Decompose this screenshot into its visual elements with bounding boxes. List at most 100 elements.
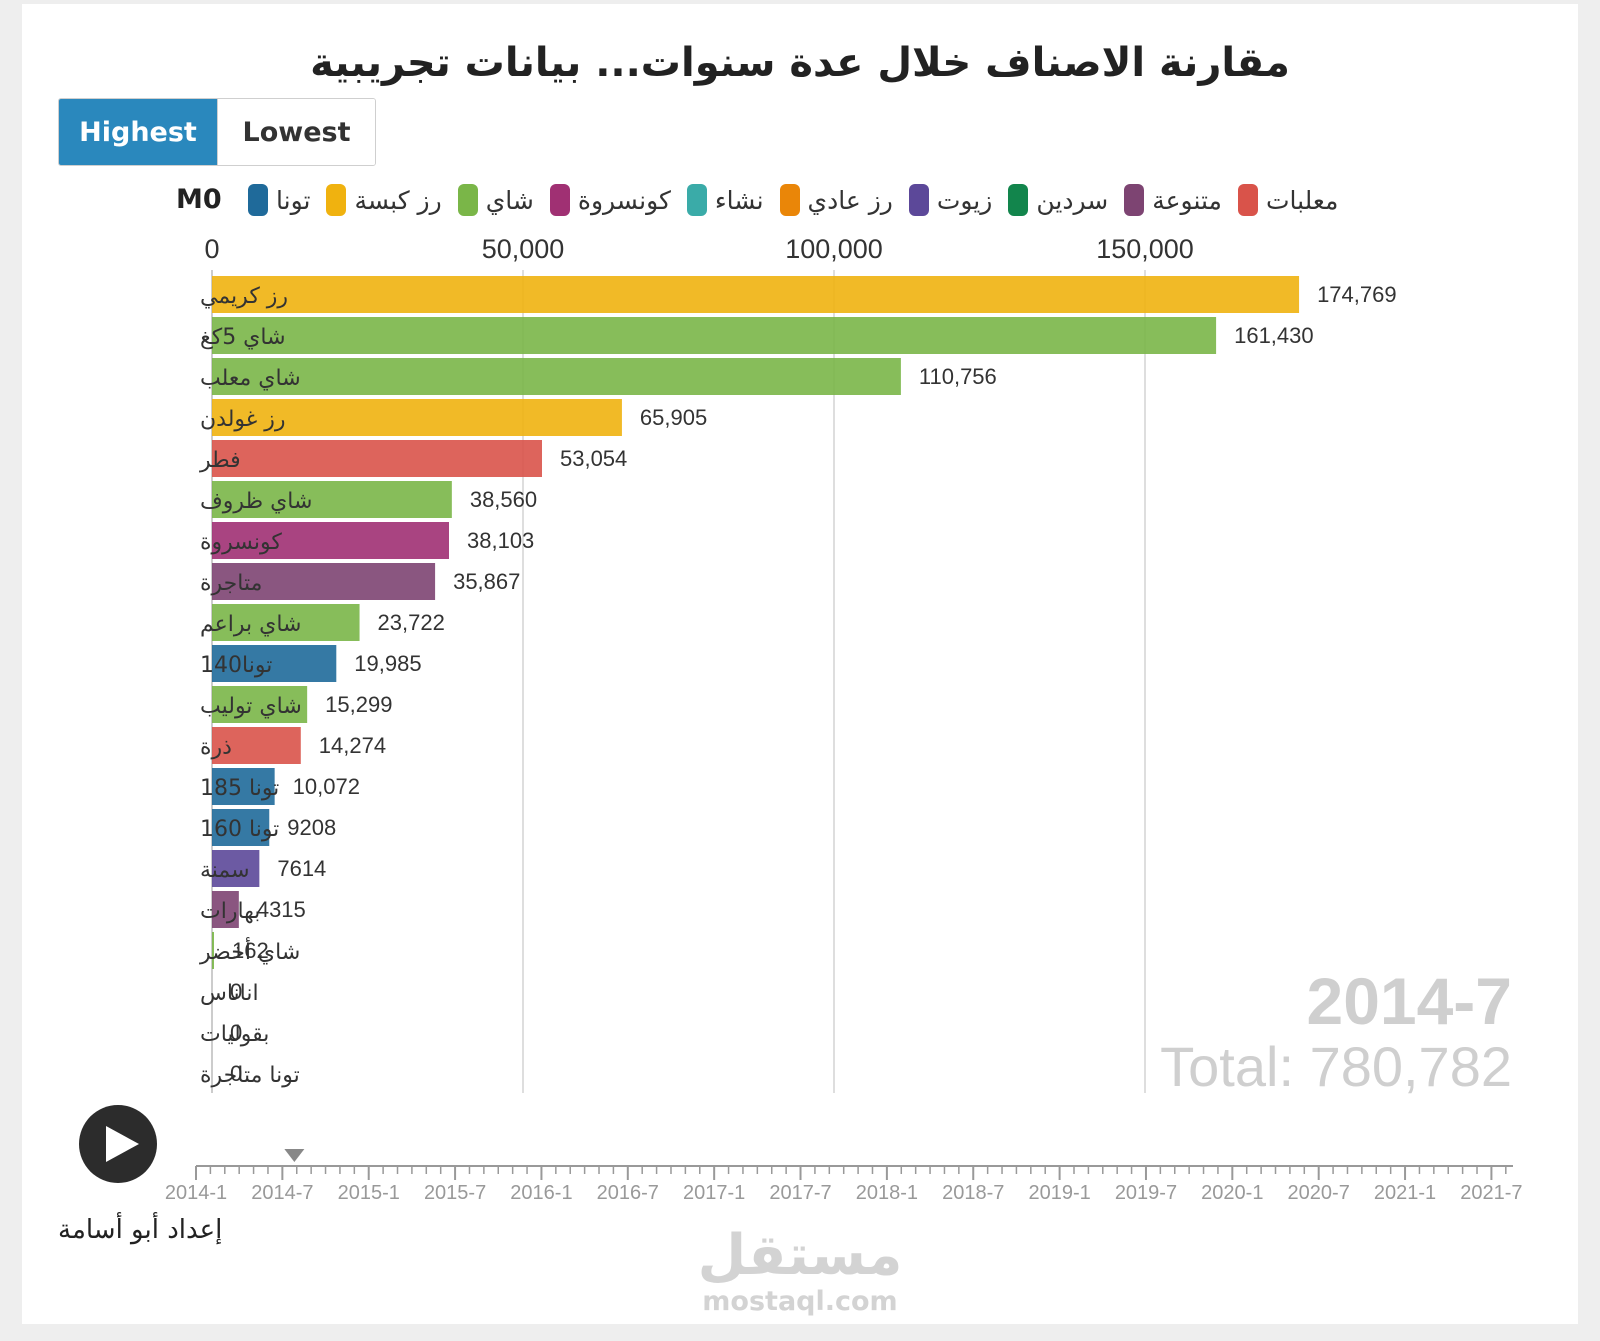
timeline-tick-label: 2014-1 — [165, 1182, 227, 1204]
category-label: شاي أخضر — [199, 937, 300, 965]
timeline-tick-label: 2019-1 — [1028, 1182, 1090, 1204]
legend-swatch — [248, 184, 268, 216]
legend-item[interactable]: متنوعة — [1124, 184, 1222, 216]
category-label: شاي براعم — [200, 612, 302, 637]
timeline-marker[interactable] — [284, 1149, 305, 1162]
category-label: تونا140 — [200, 653, 272, 678]
category-label: تونا متاجرة — [200, 1063, 300, 1088]
lowest-button[interactable]: Lowest — [217, 99, 375, 165]
category-label: تونا 185 — [200, 776, 279, 801]
sort-toggle[interactable]: Highest Lowest — [58, 98, 376, 166]
x-tick-label: 100,000 — [785, 234, 883, 264]
period-label: 2014-7 — [1306, 964, 1512, 1038]
legend-swatch — [1237, 184, 1258, 216]
bar[interactable] — [212, 481, 452, 518]
legend-swatch — [1124, 184, 1145, 216]
value-label: 35,867 — [453, 569, 520, 594]
value-label: 15,299 — [325, 692, 392, 717]
value-label: 53,054 — [560, 446, 627, 471]
bar[interactable] — [212, 563, 436, 600]
value-label: 23,722 — [378, 610, 445, 635]
legend-item[interactable]: معلبات — [1237, 184, 1338, 216]
value-label: 110,756 — [919, 364, 997, 389]
bar[interactable] — [212, 358, 901, 395]
legend-label: زيوت — [936, 185, 993, 215]
legend-item[interactable]: سردين — [1008, 184, 1108, 216]
bar[interactable] — [212, 686, 308, 723]
x-tick-label: 50,000 — [482, 234, 565, 264]
legend-swatch — [326, 184, 347, 216]
value-label: 38,560 — [470, 487, 537, 512]
timeline-tick-label: 2018-1 — [856, 1182, 918, 1204]
bar[interactable] — [212, 768, 275, 805]
legend-label: شاي — [485, 185, 534, 215]
legend-label: متنوعة — [1152, 185, 1222, 215]
bar[interactable] — [212, 932, 214, 969]
bar[interactable] — [212, 891, 239, 928]
timeline-tick-label: 2015-1 — [338, 1182, 400, 1204]
value-label: 0 — [230, 1061, 242, 1086]
legend: تونا رز كبسة شاي كونسروة نشاء رز عادي زيوت سردي… — [248, 184, 1338, 216]
watermark-logo: مستقل — [697, 1223, 903, 1288]
legend-swatch — [1008, 184, 1029, 216]
legend-swatch — [457, 184, 478, 216]
bar[interactable] — [212, 727, 301, 764]
legend-swatch — [686, 184, 707, 216]
timeline-tick-label: 2019-7 — [1115, 1182, 1177, 1204]
legend-item[interactable]: تونا — [248, 184, 310, 216]
legend-item[interactable]: زيوت — [908, 184, 993, 216]
legend-label: رز عادي — [807, 185, 893, 215]
chart-title: مقارنة الاصناف خلال عدة سنوات... بيانات … — [310, 40, 1290, 86]
bar[interactable] — [212, 440, 542, 477]
value-label: 10,072 — [293, 774, 360, 799]
watermark-url: mostaql.com — [702, 1286, 898, 1317]
timeline-tick-label: 2018-7 — [942, 1182, 1004, 1204]
legend-item[interactable]: شاي — [457, 184, 534, 216]
category-label: رز غولدن — [200, 407, 286, 432]
legend-item[interactable]: نشاء — [686, 184, 764, 216]
category-label: متاجرة — [200, 571, 262, 596]
bar[interactable] — [212, 522, 450, 559]
value-label: 7614 — [277, 856, 326, 881]
legend-label: رز كبسة — [354, 185, 442, 215]
value-label: 65,905 — [640, 405, 707, 430]
legend-item[interactable]: كونسروة — [549, 184, 671, 216]
timeline-tick-label: 2017-1 — [683, 1182, 745, 1204]
timeline-tick-label: 2017-7 — [769, 1182, 831, 1204]
x-tick-label: 150,000 — [1096, 234, 1194, 264]
category-label: اناناس — [200, 981, 259, 1006]
highest-button[interactable]: Highest — [59, 99, 217, 165]
legend-label: تونا — [276, 185, 311, 215]
bar[interactable] — [212, 399, 622, 436]
bar[interactable] — [212, 809, 270, 846]
timeline-tick-label: 2016-1 — [510, 1182, 572, 1204]
value-label: 162 — [232, 938, 269, 963]
legend-swatch — [908, 184, 929, 216]
bar[interactable] — [212, 850, 260, 887]
value-label: 19,985 — [354, 651, 421, 676]
watermark: مستقل mostaql.com — [0, 1223, 1600, 1318]
bar[interactable] — [212, 317, 1217, 354]
category-label: بهارات — [200, 899, 260, 924]
bar[interactable] — [212, 604, 360, 641]
category-label: ذرة — [200, 735, 232, 760]
x-tick-label: 0 — [204, 234, 219, 264]
value-label: 14,274 — [319, 733, 386, 758]
legend-unit-label: M0 — [176, 184, 222, 215]
category-label: شاي 5كغ — [200, 325, 286, 350]
timeline-tick-label: 2021-7 — [1460, 1182, 1522, 1204]
legend-label: سردين — [1036, 185, 1109, 215]
category-label: كونسروة — [200, 530, 282, 555]
timeline-tick-label: 2020-1 — [1201, 1182, 1263, 1204]
value-label: 161,430 — [1234, 323, 1314, 348]
timeline-tick-label: 2021-1 — [1374, 1182, 1436, 1204]
bar[interactable] — [212, 645, 337, 682]
category-label: شاي ظروف — [200, 489, 312, 514]
category-label: بقوليات — [200, 1022, 269, 1047]
bar[interactable] — [212, 276, 1300, 313]
legend-item[interactable]: رز كبسة — [326, 184, 442, 216]
category-label: شاي معلب — [200, 366, 301, 391]
value-label: 38,103 — [467, 528, 534, 553]
legend-item[interactable]: رز عادي — [779, 184, 893, 216]
